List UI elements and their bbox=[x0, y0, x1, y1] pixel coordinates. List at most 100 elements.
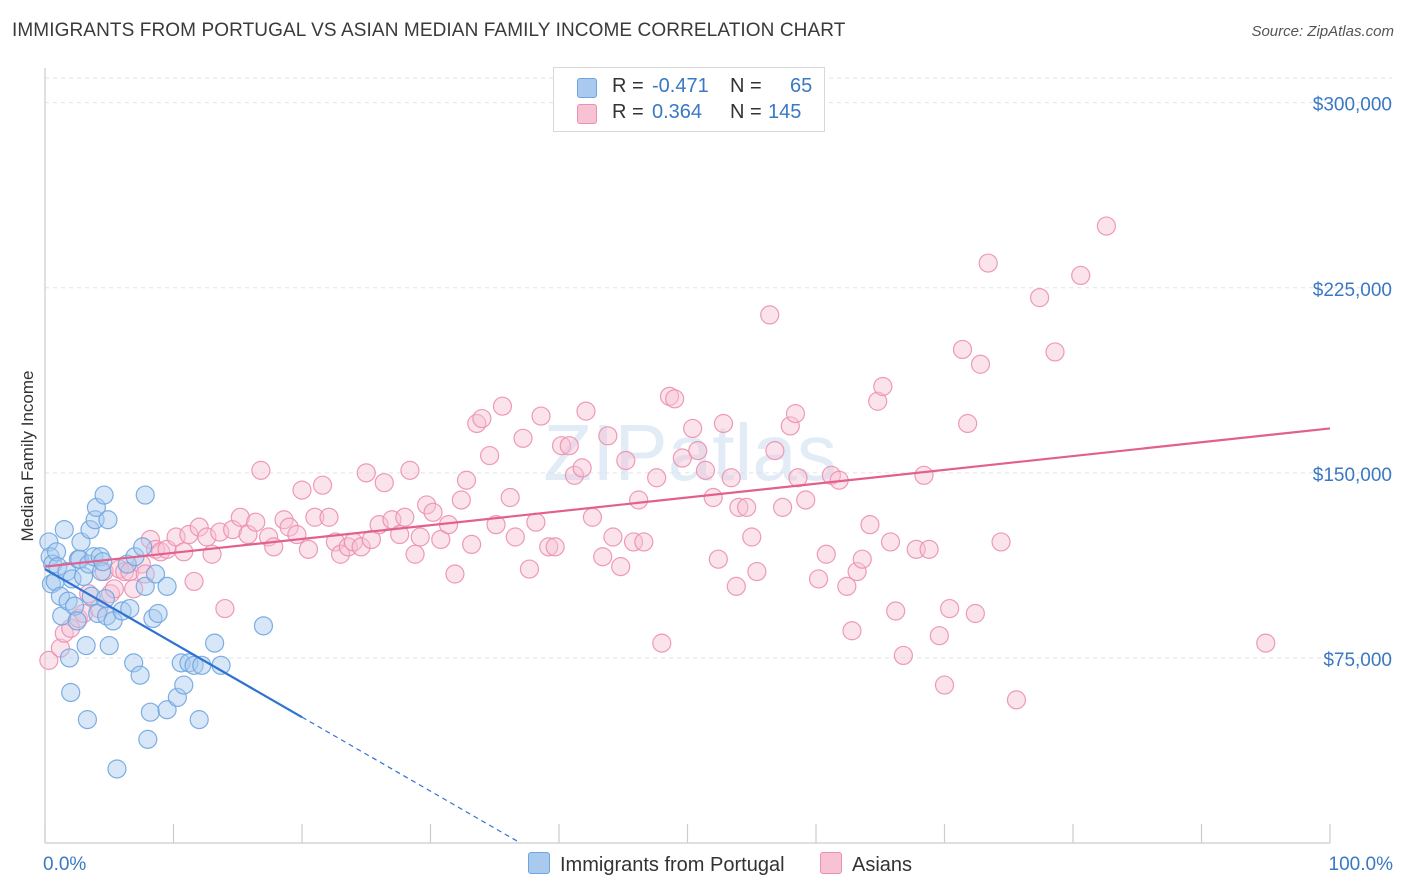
asians-point bbox=[860, 515, 880, 535]
asians-point bbox=[659, 386, 680, 406]
portugal-point bbox=[124, 653, 144, 673]
asians-point bbox=[559, 436, 579, 456]
asians-point bbox=[1045, 342, 1065, 362]
portugal-point bbox=[64, 596, 85, 616]
legend-item-asians[interactable]: Asians bbox=[820, 852, 912, 877]
asians-point bbox=[780, 416, 800, 436]
asians-point bbox=[765, 441, 785, 461]
stats-r-label: R = bbox=[612, 101, 644, 123]
asians-point bbox=[785, 404, 806, 424]
asians-point bbox=[456, 470, 477, 490]
asians-point bbox=[970, 354, 991, 374]
asians-point bbox=[808, 569, 829, 589]
asians-point bbox=[893, 645, 913, 666]
legend-swatch-blue bbox=[528, 852, 550, 874]
asians-point bbox=[492, 396, 513, 416]
asians-point bbox=[230, 507, 250, 527]
asians-point bbox=[215, 598, 235, 619]
asians-point bbox=[251, 460, 271, 480]
asians-point bbox=[940, 598, 960, 619]
asians-point bbox=[683, 418, 703, 439]
stats-swatch-pink bbox=[577, 104, 597, 124]
asians-trend-line bbox=[44, 427, 1331, 568]
asians-point bbox=[611, 557, 631, 577]
portugal-point bbox=[97, 606, 117, 626]
stats-row-portugal: R = -0.471 N = 65 bbox=[554, 75, 824, 101]
asians-point bbox=[417, 495, 437, 515]
asians-point bbox=[312, 475, 333, 495]
asians-point bbox=[374, 473, 394, 493]
stats-row-asians: R = 0.364 N = 145 bbox=[554, 101, 824, 127]
legend-item-portugal[interactable]: Immigrants from Portugal bbox=[528, 852, 785, 877]
portugal-point bbox=[58, 591, 78, 611]
stats-n-label: N = bbox=[730, 101, 762, 123]
portugal-point bbox=[189, 710, 209, 730]
asians-point bbox=[140, 529, 160, 550]
asians-point bbox=[842, 621, 862, 641]
stats-r-label: R = bbox=[612, 75, 644, 97]
y-tick-label: $75,000 bbox=[1323, 650, 1392, 671]
portugal-points bbox=[39, 485, 274, 779]
axes bbox=[44, 68, 1331, 844]
asians-point bbox=[124, 579, 144, 599]
asians-point bbox=[919, 539, 939, 559]
asians-point bbox=[115, 561, 135, 582]
portugal-point bbox=[140, 702, 160, 722]
asians-point bbox=[616, 450, 636, 471]
asians-point bbox=[410, 527, 430, 547]
chart-source: Source: ZipAtlas.com bbox=[1251, 23, 1394, 40]
asians-point bbox=[729, 497, 749, 517]
asians-point bbox=[400, 460, 420, 480]
asians-point bbox=[184, 571, 204, 592]
portugal-point bbox=[76, 635, 96, 656]
asians-point bbox=[582, 507, 603, 527]
asians-point bbox=[189, 517, 209, 537]
asians-point bbox=[292, 480, 312, 500]
portugal-point bbox=[133, 537, 153, 557]
asians-point bbox=[747, 561, 767, 582]
portugal-point bbox=[184, 655, 204, 675]
asians-point bbox=[531, 406, 551, 426]
x-tick-label: 100.0% bbox=[1329, 854, 1394, 875]
portugal-point bbox=[117, 554, 137, 574]
asians-point bbox=[564, 465, 585, 485]
portugal-point bbox=[205, 633, 225, 653]
asians-point bbox=[852, 549, 872, 569]
asians-point bbox=[519, 559, 540, 579]
asians-point bbox=[1006, 690, 1027, 710]
asians-point bbox=[929, 626, 949, 646]
portugal-point bbox=[107, 759, 127, 779]
portugal-trend-line bbox=[44, 568, 303, 719]
asians-point bbox=[576, 401, 596, 421]
asians-point bbox=[505, 527, 525, 547]
portugal-point bbox=[39, 532, 59, 552]
asians-point bbox=[405, 544, 425, 564]
y-tick-label: $150,000 bbox=[1313, 465, 1392, 486]
asians-point bbox=[500, 487, 520, 508]
portugal-point bbox=[80, 519, 100, 540]
asians-point bbox=[914, 465, 934, 485]
legend-label-asians: Asians bbox=[852, 854, 913, 876]
portugal-point bbox=[61, 682, 81, 703]
asians-point bbox=[351, 537, 371, 557]
asians-point bbox=[395, 507, 415, 527]
asians-point bbox=[847, 561, 867, 582]
asians-point bbox=[451, 490, 471, 510]
asians-point bbox=[713, 413, 734, 434]
portugal-point bbox=[157, 576, 177, 596]
asians-point bbox=[886, 601, 906, 621]
asians-point bbox=[39, 650, 59, 670]
asians-point bbox=[445, 564, 465, 584]
asians-point bbox=[330, 544, 351, 564]
asians-point bbox=[688, 441, 708, 461]
asians-point bbox=[572, 458, 592, 478]
portugal-point bbox=[167, 687, 187, 708]
asians-point bbox=[598, 426, 618, 446]
asians-point bbox=[634, 532, 654, 552]
asians-point bbox=[760, 305, 780, 325]
stats-legend: R = -0.471 N = 65 R = 0.364 N = 145 bbox=[553, 67, 825, 132]
asians-point bbox=[737, 497, 757, 517]
portugal-point bbox=[148, 603, 168, 624]
asians-point bbox=[319, 507, 339, 527]
